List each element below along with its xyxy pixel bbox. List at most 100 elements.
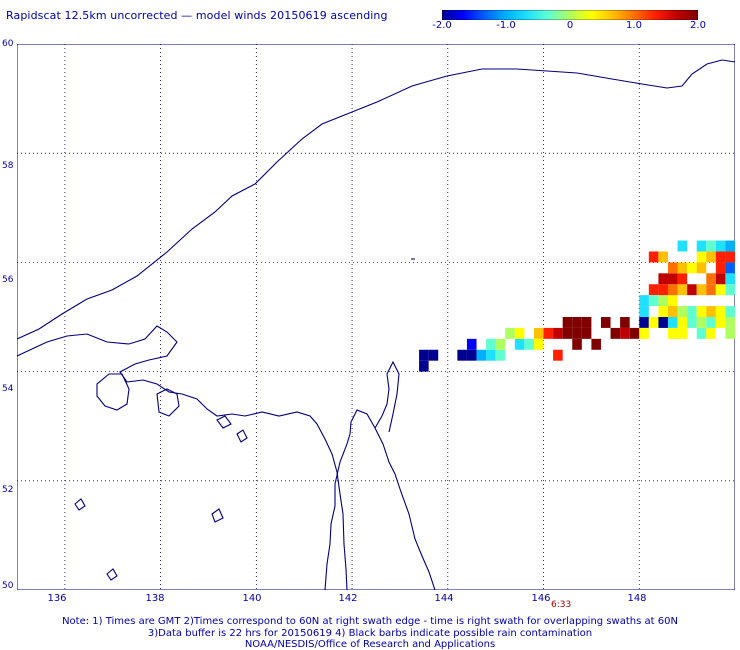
- wind-cell: [486, 338, 496, 350]
- wind-cell: [639, 327, 649, 339]
- lon-label: 146: [531, 593, 551, 604]
- wind-cell: [524, 338, 534, 350]
- lon-label: 144: [434, 593, 454, 604]
- wind-cell: [639, 317, 649, 328]
- wind-cell: [553, 349, 563, 361]
- wind-cell: [677, 262, 688, 274]
- wind-cell: [419, 360, 429, 372]
- wind-cell: [706, 317, 716, 328]
- wind-cell: [648, 317, 659, 328]
- wind-cell: [696, 317, 707, 328]
- island-small-b: [236, 429, 248, 443]
- island-small-a: [216, 415, 232, 429]
- lat-label: 58: [2, 161, 14, 171]
- wind-cell: [562, 317, 573, 328]
- wind-cell: [687, 284, 697, 296]
- wind-cell: [658, 306, 668, 317]
- lat-label: 60: [2, 39, 14, 49]
- wind-cell: [725, 262, 735, 274]
- wind-cells: [419, 240, 735, 372]
- wind-cell: [677, 273, 688, 285]
- wind-cell: [629, 327, 640, 339]
- coastline-north: [17, 59, 735, 340]
- wind-cell: [715, 240, 726, 252]
- colorbar-tick: -2.0: [432, 20, 452, 31]
- wind-cell: [658, 284, 668, 296]
- wind-cell: [514, 338, 525, 350]
- wind-cell: [706, 251, 716, 263]
- wind-cell: [533, 327, 544, 339]
- wind-cell: [725, 273, 735, 285]
- lat-label: 54: [2, 384, 14, 394]
- coastline: [17, 59, 735, 590]
- wind-cell: [495, 338, 506, 350]
- wind-cell: [696, 327, 707, 339]
- wind-cell: [620, 317, 630, 328]
- lon-label: 140: [242, 593, 262, 604]
- wind-cell: [715, 317, 726, 328]
- island-medium: [156, 388, 180, 417]
- wind-cell: [687, 262, 697, 274]
- colorbar-tick: -1.0: [496, 20, 516, 31]
- wind-cell: [572, 317, 582, 328]
- map-title: Rapidscat 12.5km uncorrected — model win…: [6, 9, 388, 22]
- lon-label: 148: [627, 593, 647, 604]
- wind-cell: [648, 284, 659, 296]
- wind-cell: [514, 327, 525, 339]
- wind-cell: [706, 306, 716, 317]
- note-line-2: 3)Data buffer is 22 hrs for 20150619 4) …: [147, 628, 593, 639]
- wind-cell: [696, 251, 707, 263]
- lat-label: 50: [2, 581, 14, 591]
- swath-time-label: 6:33: [551, 600, 572, 610]
- wind-cell: [600, 317, 611, 328]
- wind-cell: [677, 306, 688, 317]
- coastline-sakhalin-west: [17, 325, 348, 590]
- note-line-1: Note: 1) Times are GMT 2)Times correspon…: [62, 616, 678, 627]
- wind-cell: [725, 284, 735, 296]
- wind-cell: [696, 240, 707, 252]
- wind-cell: [543, 327, 554, 339]
- wind-cell: [667, 317, 678, 328]
- wind-cell: [658, 295, 668, 307]
- wind-cell: [591, 338, 601, 350]
- wind-cell: [677, 240, 688, 252]
- wind-cell: [706, 327, 716, 339]
- wind-cell: [620, 327, 630, 339]
- wind-cell: [706, 284, 716, 296]
- wind-cell: [677, 327, 688, 339]
- island-small-d: [106, 568, 118, 581]
- wind-cell: [715, 284, 726, 296]
- wind-cell: [639, 306, 649, 317]
- wind-cell: [658, 251, 668, 263]
- wind-cell: [696, 284, 707, 296]
- wind-cell: [533, 338, 544, 350]
- wind-cell: [687, 317, 697, 328]
- wind-cell: [610, 327, 621, 339]
- wind-cell: [677, 284, 688, 296]
- wind-cell: [428, 349, 439, 361]
- wind-cell: [648, 251, 659, 263]
- wind-cell: [466, 338, 477, 350]
- wind-cell: [667, 262, 678, 274]
- wind-cell: [667, 327, 678, 339]
- lat-label: 56: [2, 275, 14, 285]
- wind-cell: [715, 251, 726, 263]
- wind-cell: [553, 327, 563, 339]
- wind-cell: [658, 317, 668, 328]
- colorbar-tick: 0: [566, 20, 574, 31]
- wind-cell: [715, 273, 726, 285]
- wind-cell: [486, 349, 496, 361]
- lon-label: 136: [47, 593, 67, 604]
- wind-cell: [725, 251, 735, 263]
- lon-label: 142: [338, 593, 358, 604]
- wind-cell: [667, 295, 678, 307]
- wind-cell: [715, 306, 726, 317]
- lat-label: 52: [2, 485, 14, 495]
- wind-cell: [696, 262, 707, 274]
- wind-cell: [572, 338, 582, 350]
- wind-cell: [706, 273, 716, 285]
- wind-cell: [457, 349, 467, 361]
- colorbar-tick: 2.0: [690, 20, 706, 31]
- wind-cell: [667, 273, 678, 285]
- wind-cell: [725, 327, 735, 339]
